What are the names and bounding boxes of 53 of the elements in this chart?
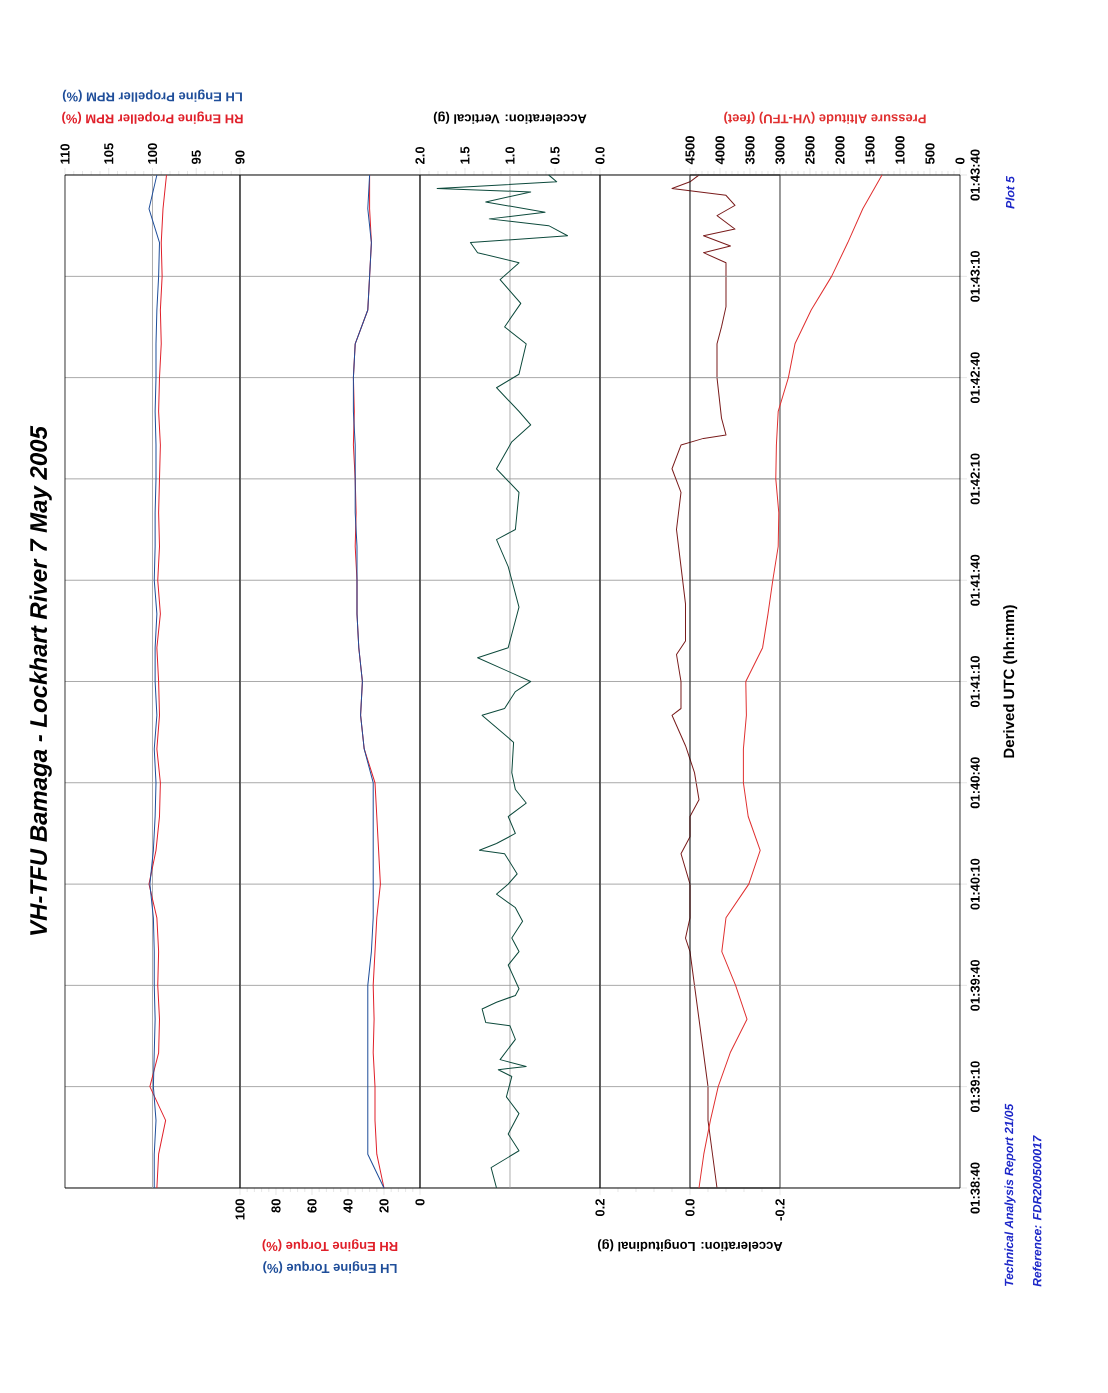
x-tick-label: 1.0 (505, 146, 515, 164)
x-tick-label: 1000 (895, 136, 905, 164)
x-tick-label: 0.0 (595, 146, 605, 164)
x-tick-label: 3500 (745, 136, 755, 165)
x-tick-label: 2.0 (415, 146, 425, 165)
x-tick-label: 500 (925, 143, 935, 165)
text: VH-TFU Bamaga - Lockhart River 7 May 2005 (29, 425, 52, 935)
y-tick-label: 01:43:40 (970, 149, 980, 201)
x-tick-label: 0 (955, 157, 965, 164)
text: LH Engine Torque (%) (263, 1261, 397, 1274)
y-tick-label: 01:41:10 (970, 656, 980, 707)
x-tick-label: 0.0 (685, 1199, 695, 1217)
x-tick-label: 20 (379, 1199, 389, 1213)
text: RH Engine Torque (%) (262, 1239, 398, 1252)
y-tick-label: 01:43:10 (970, 250, 980, 302)
line-series (698, 174, 883, 1189)
text: Pressure Altitude (VH-TFU) (feet) (724, 111, 926, 124)
x-axis-title: Acceleration: Longitudinal (g) (597, 1239, 783, 1252)
x-tick-label: 2500 (805, 136, 815, 165)
x-tick-label: 2000 (835, 136, 845, 165)
text: RH Engine Propeller RPM (%) (62, 111, 243, 124)
x-tick-label: 1500 (865, 136, 875, 164)
y-tick-label: 01:40:10 (970, 858, 980, 910)
x-tick-label: 3000 (775, 136, 785, 165)
x-axis-title: Acceleration: Vertical (g) (433, 111, 587, 124)
y-tick-label: 01:38:40 (970, 1162, 980, 1214)
y-tick-label: 01:39:40 (970, 959, 980, 1011)
y-tick-label: 01:39:10 (970, 1061, 980, 1113)
y-tick-label: 01:42:10 (970, 453, 980, 505)
x-tick-label: 110 (60, 144, 70, 164)
text: LH Engine Propeller RPM (%) (62, 89, 242, 102)
y-tick-label: 01:42:40 (970, 352, 980, 404)
x-tick-label: 0.5 (550, 146, 560, 164)
text: Plot 5 (1005, 176, 1015, 209)
y-axis-title: Derived UTC (hh:mm) (1003, 605, 1018, 758)
x-tick-label: 90 (235, 150, 245, 165)
x-tick-label: 105 (104, 143, 114, 164)
x-tick-label: 0 (415, 1199, 425, 1206)
x-tick-label: 4000 (715, 136, 725, 165)
x-tick-label: 1.5 (460, 146, 470, 164)
text: Reference: FDR200500017 (1032, 1135, 1042, 1287)
y-tick-label: 01:41:40 (970, 554, 980, 606)
x-tick-label: 60 (307, 1199, 317, 1213)
x-tick-label: 4500 (685, 136, 695, 165)
x-tick-label: 100 (235, 1199, 245, 1220)
x-tick-label: 40 (343, 1199, 353, 1213)
x-tick-label: -0.2 (775, 1199, 785, 1221)
y-tick-label: 01:40:40 (970, 757, 980, 809)
x-tick-label: 100 (147, 143, 158, 164)
x-tick-label: 95 (191, 150, 201, 165)
text: Technical Analysis Report 21/05 (1004, 1103, 1016, 1286)
x-tick-label: 0.2 (595, 1199, 605, 1217)
x-tick-label: 80 (271, 1199, 281, 1213)
